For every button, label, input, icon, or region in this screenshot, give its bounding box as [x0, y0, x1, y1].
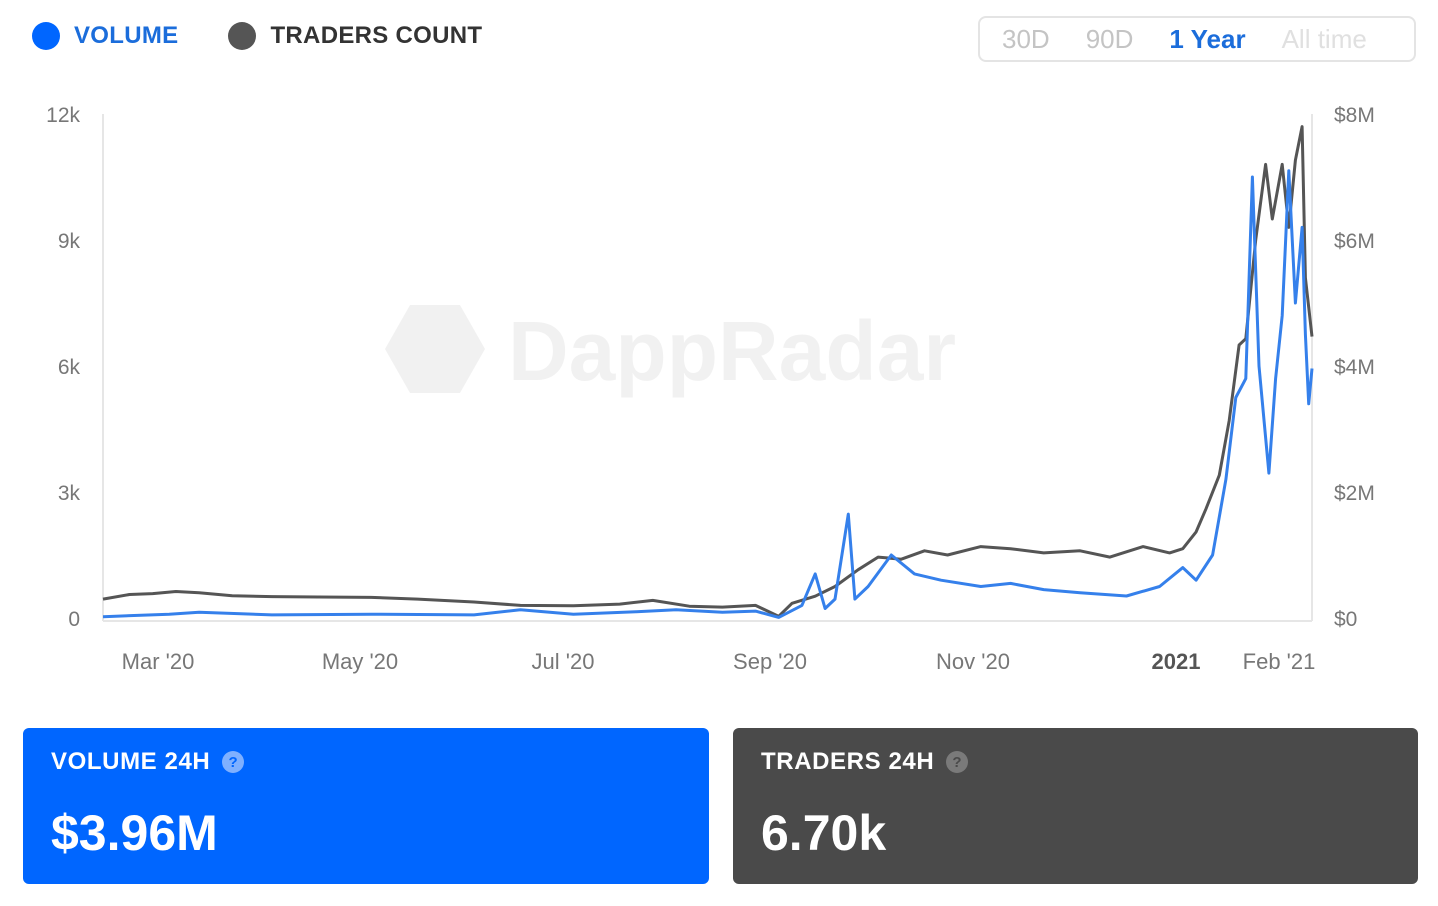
x-tick-label: May '20	[322, 649, 398, 674]
y-right-tick-label: $8M	[1334, 104, 1375, 127]
traders-24h-title-row: TRADERS 24H ?	[761, 748, 1390, 776]
y-left-tick-label: 0	[68, 608, 80, 631]
help-icon[interactable]: ?	[946, 751, 969, 773]
x-tick-label: Nov '20	[936, 649, 1010, 674]
help-icon[interactable]: ?	[222, 751, 245, 773]
y-left-tick-label: 9k	[58, 230, 81, 253]
volume-24h-value: $3.96M	[51, 805, 218, 861]
y-left-tick-label: 3k	[58, 482, 81, 505]
y-left-tick-label: 12k	[46, 104, 80, 127]
y-left-tick-label: 6k	[58, 356, 81, 379]
chart-legend: VOLUME TRADERS COUNT	[32, 22, 532, 50]
legend-item-volume[interactable]: VOLUME	[32, 22, 178, 50]
x-tick-label: Mar '20	[122, 649, 195, 674]
watermark-logo-icon	[385, 305, 485, 393]
range-1year-button[interactable]: 1 Year	[1169, 23, 1246, 54]
watermark-text: DappRadar	[508, 304, 956, 398]
volume-line	[102, 169, 1314, 619]
volume-legend-label: VOLUME	[74, 22, 179, 49]
traders-legend-dot	[228, 22, 257, 50]
x-tick-label: 2021	[1152, 649, 1201, 674]
x-tick-label: Sep '20	[733, 649, 807, 674]
y-right-tick-label: $4M	[1334, 356, 1375, 379]
legend-item-traders[interactable]: TRADERS COUNT	[228, 22, 482, 50]
y-right-tick-label: $2M	[1334, 482, 1375, 505]
x-tick-label: Jul '20	[532, 649, 595, 674]
dappradar-watermark: DappRadar	[385, 304, 956, 398]
volume-legend-dot	[32, 22, 60, 50]
volume-24h-title: VOLUME 24H	[51, 748, 211, 775]
range-alltime-button[interactable]: All time	[1281, 23, 1367, 54]
range-30d-button[interactable]: 30D	[1002, 23, 1050, 54]
x-tick-label: Feb '21	[1243, 649, 1316, 674]
volume-24h-title-row: VOLUME 24H ?	[51, 748, 681, 776]
y-right-tick-label: $6M	[1334, 230, 1375, 253]
traders-count-line	[102, 125, 1314, 618]
traders-24h-card: TRADERS 24H ? 6.70k	[733, 728, 1418, 884]
volume-traders-chart: DappRadar 0 3k 6k 9k 12k $0 $2M $4M $6M $8M Mar '20…	[46, 104, 1375, 674]
traders-legend-label: TRADERS COUNT	[270, 22, 483, 49]
traders-24h-value: 6.70k	[761, 805, 887, 861]
range-90d-button[interactable]: 90D	[1085, 23, 1134, 54]
volume-24h-card: VOLUME 24H ? $3.96M	[23, 728, 709, 884]
time-range-selector: 30D 90D 1 Year All time	[978, 16, 1416, 62]
y-right-tick-label: $0	[1334, 608, 1357, 631]
traders-24h-title: TRADERS 24H	[761, 748, 935, 775]
